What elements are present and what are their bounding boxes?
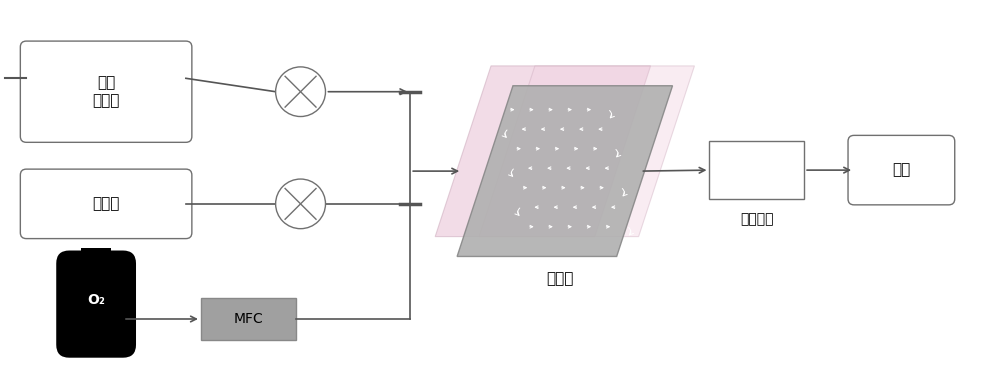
Polygon shape bbox=[479, 66, 694, 237]
Text: 底物
催化剂: 底物 催化剂 bbox=[92, 76, 120, 108]
FancyBboxPatch shape bbox=[20, 169, 192, 239]
Text: 分离单元: 分离单元 bbox=[740, 212, 774, 226]
Circle shape bbox=[276, 179, 325, 229]
FancyBboxPatch shape bbox=[20, 41, 192, 142]
Text: 碱溶液: 碱溶液 bbox=[92, 196, 120, 211]
Polygon shape bbox=[435, 66, 651, 237]
Text: O₂: O₂ bbox=[87, 293, 105, 307]
Circle shape bbox=[276, 67, 325, 116]
Text: 产品: 产品 bbox=[892, 162, 911, 178]
Bar bbox=[709, 141, 804, 199]
FancyBboxPatch shape bbox=[848, 135, 955, 205]
Bar bbox=[201, 298, 296, 340]
Polygon shape bbox=[457, 86, 673, 256]
FancyBboxPatch shape bbox=[56, 250, 136, 358]
Text: MFC: MFC bbox=[233, 312, 263, 326]
Bar bbox=[81, 247, 111, 263]
Text: 反应器: 反应器 bbox=[546, 271, 574, 286]
